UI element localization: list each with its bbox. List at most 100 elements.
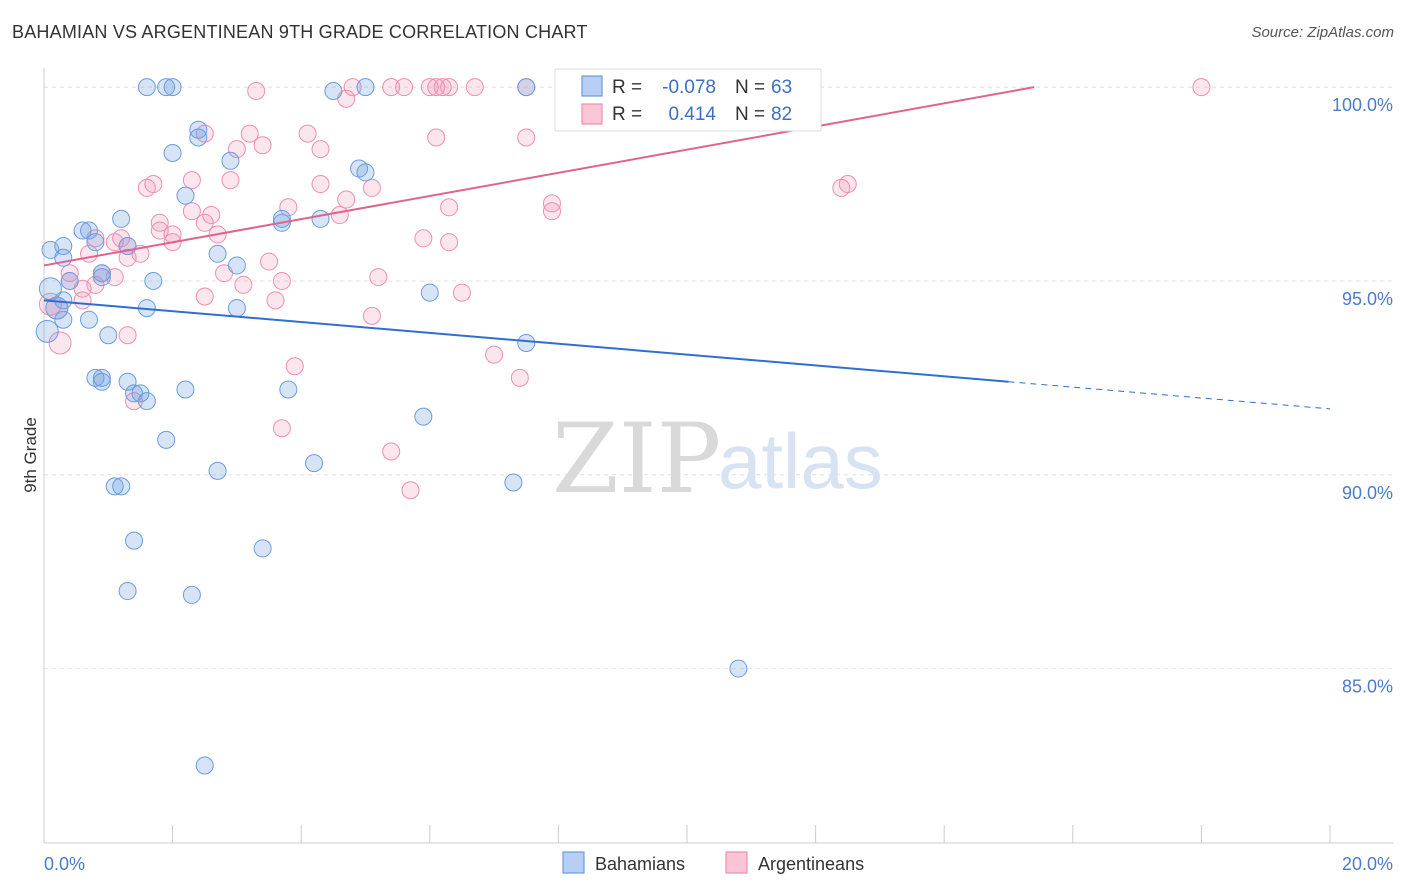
point-bahamians-61 bbox=[195, 756, 214, 775]
trend-line-bahamians-extension bbox=[1008, 381, 1331, 410]
point-bahamians-39 bbox=[517, 333, 536, 352]
point-bahamians-41 bbox=[92, 368, 111, 387]
point-argentineans-36 bbox=[542, 202, 561, 221]
x-tick-label-0: 0.0% bbox=[44, 854, 85, 874]
point-bahamians-16 bbox=[311, 209, 330, 228]
point-argentineans-24 bbox=[182, 171, 201, 190]
point-bahamians-4 bbox=[356, 78, 375, 97]
y-tick-label-2: 95.0% bbox=[1342, 289, 1393, 309]
point-bahamians-35 bbox=[227, 299, 246, 318]
point-bahamians-49 bbox=[414, 407, 433, 426]
point-bahamians-54 bbox=[105, 477, 124, 496]
stats-n-value-argentineans: 82 bbox=[771, 104, 792, 125]
point-argentineans-22 bbox=[227, 140, 246, 159]
grid-lines bbox=[44, 86, 1394, 670]
point-bahamians-18 bbox=[80, 221, 99, 240]
point-argentineans-19 bbox=[427, 128, 446, 147]
point-bahamians-5 bbox=[517, 78, 536, 97]
point-bahamians-57 bbox=[253, 539, 272, 558]
point-argentineans-2 bbox=[382, 78, 401, 97]
stats-n-value-bahamians: 63 bbox=[771, 77, 792, 98]
stats-box: R = -0.078 N = 63 R = 0.414 N = 82 bbox=[554, 68, 822, 132]
point-bahamians-31 bbox=[420, 283, 439, 302]
point-argentineans-21 bbox=[253, 136, 272, 155]
point-bahamians-43 bbox=[118, 372, 137, 391]
stats-n-label-argentineans: N = bbox=[735, 104, 765, 125]
y-tick-label-1: 90.0% bbox=[1342, 483, 1393, 503]
point-argentineans-75 bbox=[510, 368, 529, 387]
legend: Bahamians Argentineans bbox=[562, 851, 864, 874]
point-bahamians-37 bbox=[54, 310, 73, 329]
point-bahamians-8 bbox=[163, 144, 182, 163]
point-argentineans-14 bbox=[1192, 78, 1211, 97]
point-argentineans-3 bbox=[395, 78, 414, 97]
legend-swatch-bahamians bbox=[562, 851, 585, 874]
point-bahamians-50 bbox=[157, 430, 176, 449]
y-axis-label: 9th Grade bbox=[21, 417, 40, 493]
point-bahamians-59 bbox=[182, 585, 201, 604]
point-argentineans-37 bbox=[182, 202, 201, 221]
trend-line-argentineans bbox=[43, 86, 1035, 267]
point-bahamians-12 bbox=[176, 186, 195, 205]
point-argentineans-4 bbox=[420, 78, 439, 97]
point-bahamians-38 bbox=[99, 326, 118, 345]
point-argentineans-31 bbox=[832, 178, 851, 197]
point-argentineans-7 bbox=[440, 78, 459, 97]
point-argentineans-0 bbox=[247, 82, 266, 101]
point-argentineans-62 bbox=[234, 275, 253, 294]
watermark-zip: ZIP bbox=[552, 403, 721, 515]
point-argentineans-17 bbox=[240, 124, 259, 143]
point-bahamians-55 bbox=[112, 477, 131, 496]
point-bahamians-25 bbox=[227, 256, 246, 275]
point-argentineans-60 bbox=[272, 271, 291, 290]
stats-r-label-bahamians: R = bbox=[612, 77, 642, 98]
point-bahamians-36 bbox=[80, 310, 99, 329]
point-argentineans-28 bbox=[311, 175, 330, 194]
point-argentineans-78 bbox=[382, 442, 401, 461]
point-bahamians-9 bbox=[221, 151, 240, 170]
stats-r-value-argentineans: 0.414 bbox=[668, 104, 716, 125]
point-argentineans-47 bbox=[414, 229, 433, 248]
stats-swatch-bahamians bbox=[581, 75, 603, 97]
point-argentineans-74 bbox=[285, 357, 304, 376]
chart-source: Source: ZipAtlas.com bbox=[1251, 24, 1394, 41]
point-argentineans-77 bbox=[272, 419, 291, 438]
point-bahamians-46 bbox=[137, 392, 156, 411]
x-tick-labels: 0.0% 20.0% bbox=[44, 854, 1393, 874]
point-argentineans-72 bbox=[48, 331, 72, 355]
point-bahamians-47 bbox=[176, 380, 195, 399]
point-argentineans-33 bbox=[542, 194, 561, 213]
point-argentineans-58 bbox=[60, 264, 79, 283]
point-argentineans-48 bbox=[440, 233, 459, 252]
point-bahamians-7 bbox=[189, 128, 208, 147]
point-argentineans-20 bbox=[517, 128, 536, 147]
point-argentineans-71 bbox=[118, 326, 137, 345]
point-argentineans-64 bbox=[452, 283, 471, 302]
legend-swatch-argentineans bbox=[725, 851, 748, 874]
legend-label-bahamians: Bahamians bbox=[595, 854, 685, 874]
point-bahamians-48 bbox=[279, 380, 298, 399]
watermark: ZIP atlas bbox=[552, 403, 883, 515]
point-bahamians-26 bbox=[92, 264, 111, 283]
point-argentineans-65 bbox=[73, 291, 92, 310]
axes bbox=[43, 68, 1394, 844]
point-bahamians-0 bbox=[137, 78, 156, 97]
point-argentineans-57 bbox=[369, 268, 388, 287]
point-bahamians-53 bbox=[504, 473, 523, 492]
point-argentineans-41 bbox=[195, 213, 214, 232]
point-bahamians-11 bbox=[356, 163, 375, 182]
point-argentineans-29 bbox=[362, 178, 381, 197]
point-bahamians-28 bbox=[144, 271, 163, 290]
point-argentineans-27 bbox=[137, 178, 156, 197]
point-bahamians-1 bbox=[157, 78, 176, 97]
trend-lines bbox=[43, 86, 1331, 410]
point-argentineans-67 bbox=[266, 291, 285, 310]
point-bahamians-27 bbox=[92, 268, 111, 287]
x-tick-label-1: 20.0% bbox=[1342, 854, 1393, 874]
point-argentineans-70 bbox=[362, 306, 381, 325]
point-bahamians-6 bbox=[189, 120, 208, 139]
point-bahamians-29 bbox=[60, 271, 79, 290]
point-bahamians-52 bbox=[208, 461, 227, 480]
stats-swatch-argentineans bbox=[581, 103, 603, 125]
